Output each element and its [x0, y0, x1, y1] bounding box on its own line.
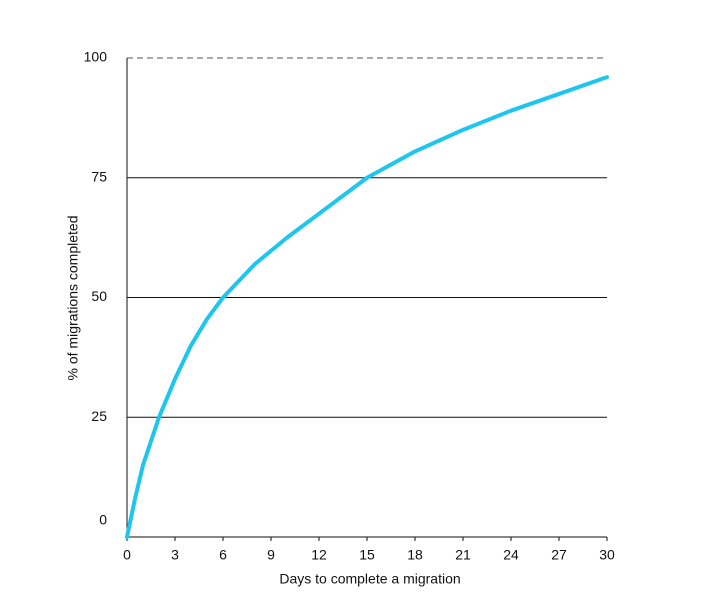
x-tick-label: 24 [503, 547, 519, 563]
x-tick-label: 0 [123, 547, 131, 563]
data-line [125, 75, 609, 539]
y-tick-label: 75 [91, 168, 107, 184]
y-tick-label: 50 [91, 288, 107, 304]
y-tick-label: 25 [91, 408, 107, 424]
x-axis-label: Days to complete a migration [279, 571, 460, 587]
x-tick-label: 21 [455, 547, 471, 563]
x-tick-label: 3 [171, 547, 179, 563]
x-tick-label: 12 [311, 547, 327, 563]
x-tick-label: 6 [219, 547, 227, 563]
y-tick-label: 100 [84, 49, 108, 65]
x-tick-label: 18 [407, 547, 423, 563]
x-tick-label: 30 [599, 547, 615, 563]
y-axis-label: % of migrations completed [65, 216, 81, 381]
y-tick-label: 0 [99, 512, 107, 528]
x-tick-label: 9 [267, 547, 275, 563]
x-tick-label: 27 [551, 547, 567, 563]
x-tick-label: 15 [359, 547, 375, 563]
